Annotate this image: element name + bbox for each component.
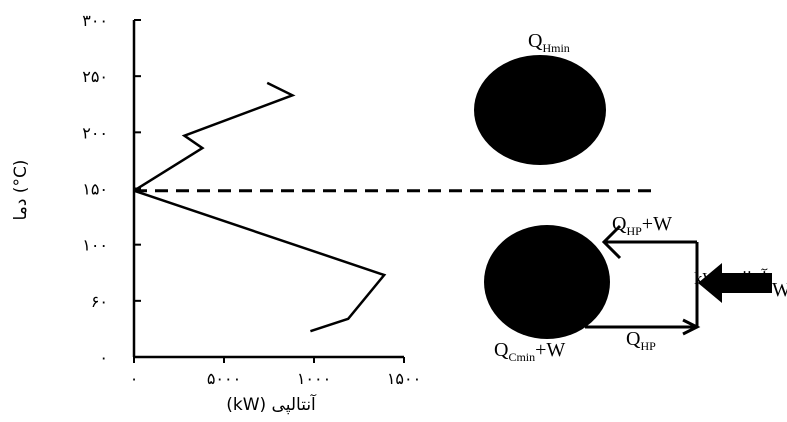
- y-axis-label: دما (°C): [11, 160, 31, 221]
- y-tick-label: ۶۰: [91, 292, 108, 311]
- q-cmin-w-main: Q: [494, 339, 509, 361]
- cold-utility-disk: [484, 225, 610, 339]
- q-hmin-label: QHmin: [528, 30, 570, 55]
- hp-arrow-right-head: [682, 318, 701, 336]
- q-hp-main: Q: [626, 328, 641, 350]
- q-hp-sub: HP: [640, 339, 656, 353]
- q-cmin-w-suffix: +W: [535, 339, 565, 361]
- kw-enthalpy-label: kW آنتالپی: [694, 267, 768, 289]
- y-ticks: ۰ ۶۰ ۱۰۰ ۱۵۰ ۲۰۰ ۲۵۰ ۳۰۰: [82, 11, 141, 367]
- q-hmin-sub: Hmin: [542, 41, 569, 55]
- y-tick-label: ۳۰۰: [82, 11, 108, 30]
- q-hp-w-suffix: +W: [642, 213, 672, 235]
- y-tick-label: ۱۵۰: [82, 180, 108, 199]
- x-axis-label: آنتالپی (kW): [226, 393, 317, 415]
- hot-composite-curve: [133, 81, 296, 192]
- series-layer: [133, 81, 387, 333]
- hot-utility-disk: [474, 55, 606, 165]
- w-label: W: [772, 279, 787, 301]
- y-tick-label: ۰: [99, 348, 108, 367]
- cold-composite-curve: [133, 189, 387, 333]
- q-hp-label: QHP: [626, 328, 656, 353]
- q-hp-w-sub: HP: [626, 224, 642, 238]
- hp-arrow-left-head: [601, 224, 622, 260]
- y-tick-label: ۱۰۰: [82, 236, 108, 255]
- x-tick-label: ۵۰۰۰: [207, 369, 241, 388]
- x-tick-label: ۰: [130, 369, 139, 388]
- q-cmin-w-sub: Cmin: [508, 350, 535, 364]
- q-hp-w-main: Q: [612, 213, 627, 235]
- x-tick-label: ۱۵۰۰: [387, 369, 421, 388]
- y-tick-label: ۲۰۰: [82, 123, 108, 142]
- q-hp-w-label: QHP+W: [612, 213, 672, 238]
- y-tick-label: ۲۵۰: [82, 67, 108, 86]
- x-tick-label: ۱۰۰۰: [297, 369, 331, 388]
- x-ticks: ۰ ۵۰۰۰ ۱۰۰۰ ۱۵۰۰: [130, 357, 421, 388]
- q-hmin-main: Q: [528, 30, 543, 52]
- q-cmin-w-label: QCmin+W: [494, 339, 565, 364]
- work-input-arrow: [698, 263, 772, 303]
